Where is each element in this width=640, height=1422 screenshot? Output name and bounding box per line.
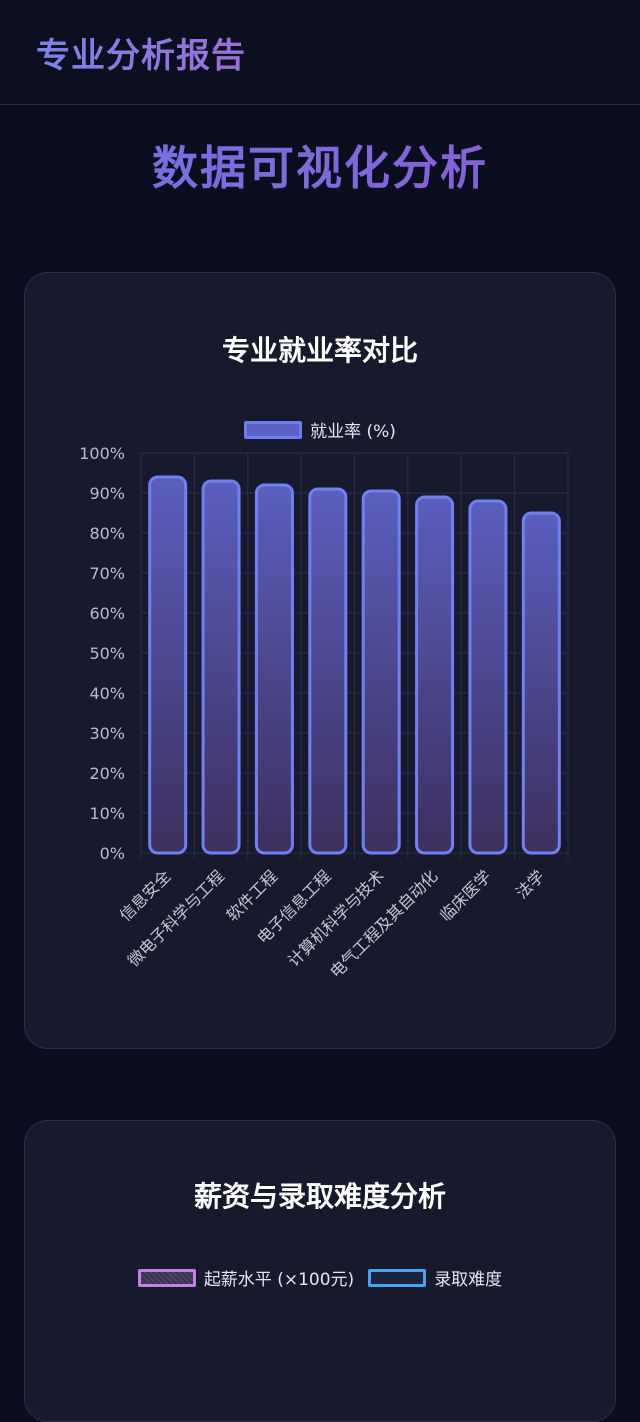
legend-item-employment-rate[interactable]: 就业率 (%) <box>244 417 396 442</box>
legend-label-difficulty: 录取难度 <box>434 1270 503 1290</box>
y-tick-label: 20% <box>89 764 125 783</box>
x-axis-labels: 信息安全微电子科学与工程软件工程电子信息工程计算机科学与技术电气工程及其自动化临… <box>116 866 548 981</box>
employment-bar-chart: 0% 10% 20% 30% 40% 50% 60% 70% 80% 90% 100% 信息安全微电… <box>79 444 569 982</box>
legend-swatch-difficulty <box>368 1268 427 1287</box>
salary-chart-title: 薪资与录取难度分析 <box>193 1180 446 1213</box>
legend-label-employment-rate: 就业率 (%) <box>310 422 396 442</box>
x-tick-label: 临床医学 <box>436 866 495 925</box>
chart-bars <box>148 475 561 855</box>
salary-legend[interactable]: 起薪水平 (×100元) 录取难度 <box>25 1265 615 1290</box>
salary-difficulty-card: 薪资与录取难度分析 起薪水平 (×100元) 录取难度 <box>24 1120 616 1422</box>
legend-swatch-salary <box>137 1268 196 1287</box>
bar-0[interactable] <box>148 475 188 855</box>
y-tick-label: 70% <box>89 564 125 583</box>
bar-4[interactable] <box>361 489 401 855</box>
page-title: 数据可视化分析 <box>0 132 640 198</box>
y-tick-label: 50% <box>89 644 125 663</box>
top-bar: 专业分析报告 <box>0 0 640 105</box>
legend-swatch-employment-rate <box>244 420 303 439</box>
x-tick-label: 计算机科学与技术 <box>284 866 388 970</box>
y-tick-label: 0% <box>100 844 125 863</box>
employment-chart-title: 专业就业率对比 <box>221 334 418 367</box>
brand-title: 专业分析报告 <box>36 28 246 77</box>
x-tick-label: 法学 <box>512 866 548 902</box>
employment-legend[interactable]: 就业率 (%) <box>25 417 615 442</box>
bar-5[interactable] <box>415 495 455 855</box>
y-tick-label: 100% <box>79 444 125 463</box>
legend-label-salary: 起薪水平 (×100元) <box>203 1270 355 1290</box>
bar-2[interactable] <box>254 483 294 855</box>
y-tick-label: 80% <box>89 524 125 543</box>
legend-item-difficulty[interactable]: 录取难度 <box>368 1265 502 1290</box>
y-tick-label: 90% <box>89 484 125 503</box>
y-axis-ticks: 0% 10% 20% 30% 40% 50% 60% 70% 80% 90% 100% <box>79 444 125 863</box>
y-tick-label: 30% <box>89 724 125 743</box>
y-tick-label: 40% <box>89 684 125 703</box>
employment-rate-card: 专业就业率对比 就业率 (%) 0% 10% 20% 30% 40% 50% 60% 70% 8… <box>24 272 616 1049</box>
bar-7[interactable] <box>521 511 561 855</box>
legend-item-salary[interactable]: 起薪水平 (×100元) <box>137 1265 355 1290</box>
bar-6[interactable] <box>468 499 508 855</box>
y-tick-label: 60% <box>89 604 125 623</box>
y-tick-label: 10% <box>89 804 125 823</box>
x-tick-label: 微电子科学与工程 <box>124 866 228 970</box>
bar-1[interactable] <box>201 479 241 855</box>
bar-3[interactable] <box>308 487 348 855</box>
